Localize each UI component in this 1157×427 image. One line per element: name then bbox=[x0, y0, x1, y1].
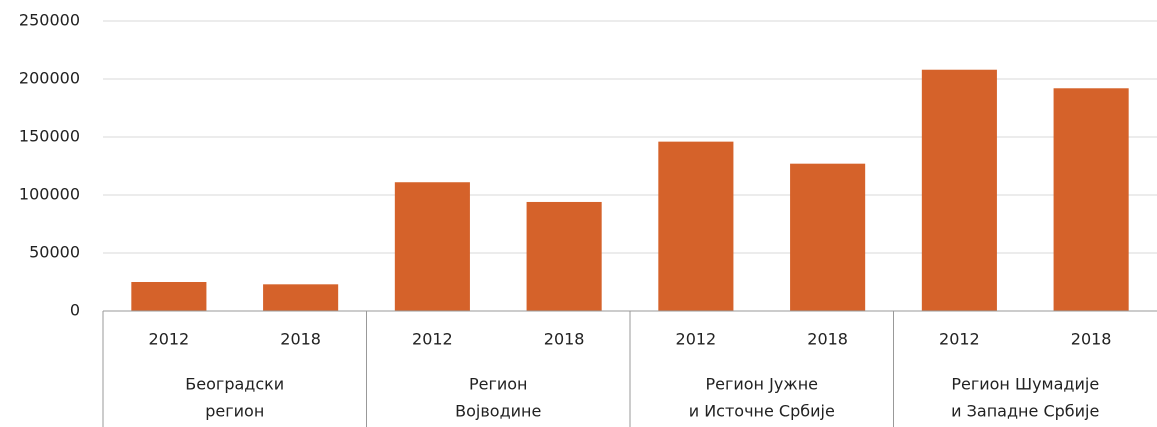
y-tick-label: 50000 bbox=[29, 243, 80, 262]
group-label: Војводине bbox=[455, 402, 541, 421]
bar bbox=[658, 141, 734, 311]
x-tick-label: 2012 bbox=[412, 330, 453, 349]
group-label: регион bbox=[205, 402, 264, 421]
group-label: и Источне Србије bbox=[689, 402, 835, 421]
x-tick-label: 2018 bbox=[544, 330, 585, 349]
group-label: Регион Јужне bbox=[705, 375, 818, 394]
y-tick-label: 100000 bbox=[19, 185, 80, 204]
bar bbox=[921, 69, 997, 311]
y-tick-label: 200000 bbox=[19, 69, 80, 88]
group-label: и Западне Србије bbox=[951, 402, 1099, 421]
bar bbox=[526, 201, 602, 311]
x-tick-label: 2018 bbox=[1071, 330, 1112, 349]
bar bbox=[1053, 88, 1129, 311]
y-tick-label: 150000 bbox=[19, 127, 80, 146]
x-tick-label: 2018 bbox=[280, 330, 321, 349]
group-label: Регион bbox=[469, 375, 528, 394]
x-tick-label: 2012 bbox=[149, 330, 190, 349]
group-label: Београдски bbox=[185, 375, 284, 394]
bar bbox=[131, 282, 207, 311]
bar bbox=[263, 284, 339, 311]
x-tick-label: 2012 bbox=[939, 330, 980, 349]
group-label: Регион Шумадије bbox=[951, 375, 1099, 394]
y-tick-label: 250000 bbox=[19, 11, 80, 30]
bar bbox=[394, 182, 470, 311]
x-tick-label: 2012 bbox=[676, 330, 717, 349]
bar bbox=[790, 163, 866, 311]
x-tick-label: 2018 bbox=[807, 330, 848, 349]
y-tick-label: 0 bbox=[70, 301, 80, 320]
